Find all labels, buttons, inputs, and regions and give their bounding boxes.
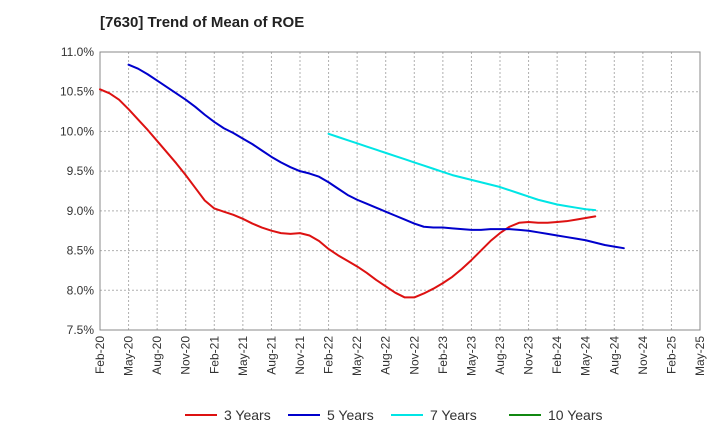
x-tick-label: Nov-20 bbox=[179, 336, 193, 375]
x-tick-label: Feb-22 bbox=[322, 336, 336, 374]
legend-label: 3 Years bbox=[224, 407, 271, 423]
legend-label: 10 Years bbox=[548, 407, 603, 423]
plot-area bbox=[100, 52, 700, 330]
y-tick-label: 10.0% bbox=[60, 124, 94, 138]
series-line-5-years bbox=[127, 63, 625, 250]
x-tick-label: Feb-25 bbox=[664, 336, 678, 374]
x-tick-label: May-24 bbox=[579, 336, 593, 376]
x-tick-label: May-25 bbox=[693, 336, 707, 376]
y-tick-label: 10.5% bbox=[60, 85, 94, 99]
x-tick-label: Feb-21 bbox=[207, 336, 221, 374]
y-tick-label: 7.5% bbox=[67, 323, 95, 337]
x-tick-label: May-21 bbox=[236, 336, 250, 376]
x-tick-label: Feb-23 bbox=[436, 336, 450, 374]
legend-label: 7 Years bbox=[430, 407, 477, 423]
x-tick-label: Nov-24 bbox=[636, 336, 650, 375]
x-tick-label: May-23 bbox=[464, 336, 478, 376]
x-axis: Feb-20 May-20 Aug-20 Nov-20 Feb-21 May-21 Aug-… bbox=[93, 336, 707, 376]
legend-label: 5 Years bbox=[327, 407, 374, 423]
series-layer bbox=[99, 63, 625, 299]
y-tick-label: 9.0% bbox=[67, 204, 95, 218]
x-tick-label: Feb-20 bbox=[93, 336, 107, 374]
x-tick-label: May-22 bbox=[350, 336, 364, 376]
series-line-7-years bbox=[327, 132, 597, 212]
y-tick-label: 8.0% bbox=[67, 283, 95, 297]
legend: 3 Years 5 Years 7 Years 10 Years bbox=[185, 407, 603, 423]
x-tick-label: May-20 bbox=[122, 336, 136, 376]
y-tick-label: 11.0% bbox=[61, 45, 94, 59]
chart-title: [7630] Trend of Mean of ROE bbox=[100, 14, 305, 31]
x-tick-label: Aug-22 bbox=[379, 336, 393, 375]
plot-border bbox=[99, 51, 701, 331]
y-axis: 7.5% 8.0% 8.5% 9.0% 9.5% 10.0% 10.5% 11.0% bbox=[60, 45, 94, 337]
x-tick-label: Nov-21 bbox=[293, 336, 307, 375]
x-tick-label: Nov-23 bbox=[522, 336, 536, 375]
x-tick-label: Aug-24 bbox=[607, 336, 621, 375]
y-tick-label: 9.5% bbox=[67, 164, 95, 178]
x-tick-label: Aug-21 bbox=[264, 336, 278, 375]
x-tick-label: Nov-22 bbox=[407, 336, 421, 375]
x-tick-label: Aug-23 bbox=[493, 336, 507, 375]
series-line-3-years bbox=[99, 88, 597, 299]
y-tick-label: 8.5% bbox=[67, 244, 95, 258]
x-tick-label: Feb-24 bbox=[550, 336, 564, 374]
x-tick-label: Aug-20 bbox=[150, 336, 164, 375]
